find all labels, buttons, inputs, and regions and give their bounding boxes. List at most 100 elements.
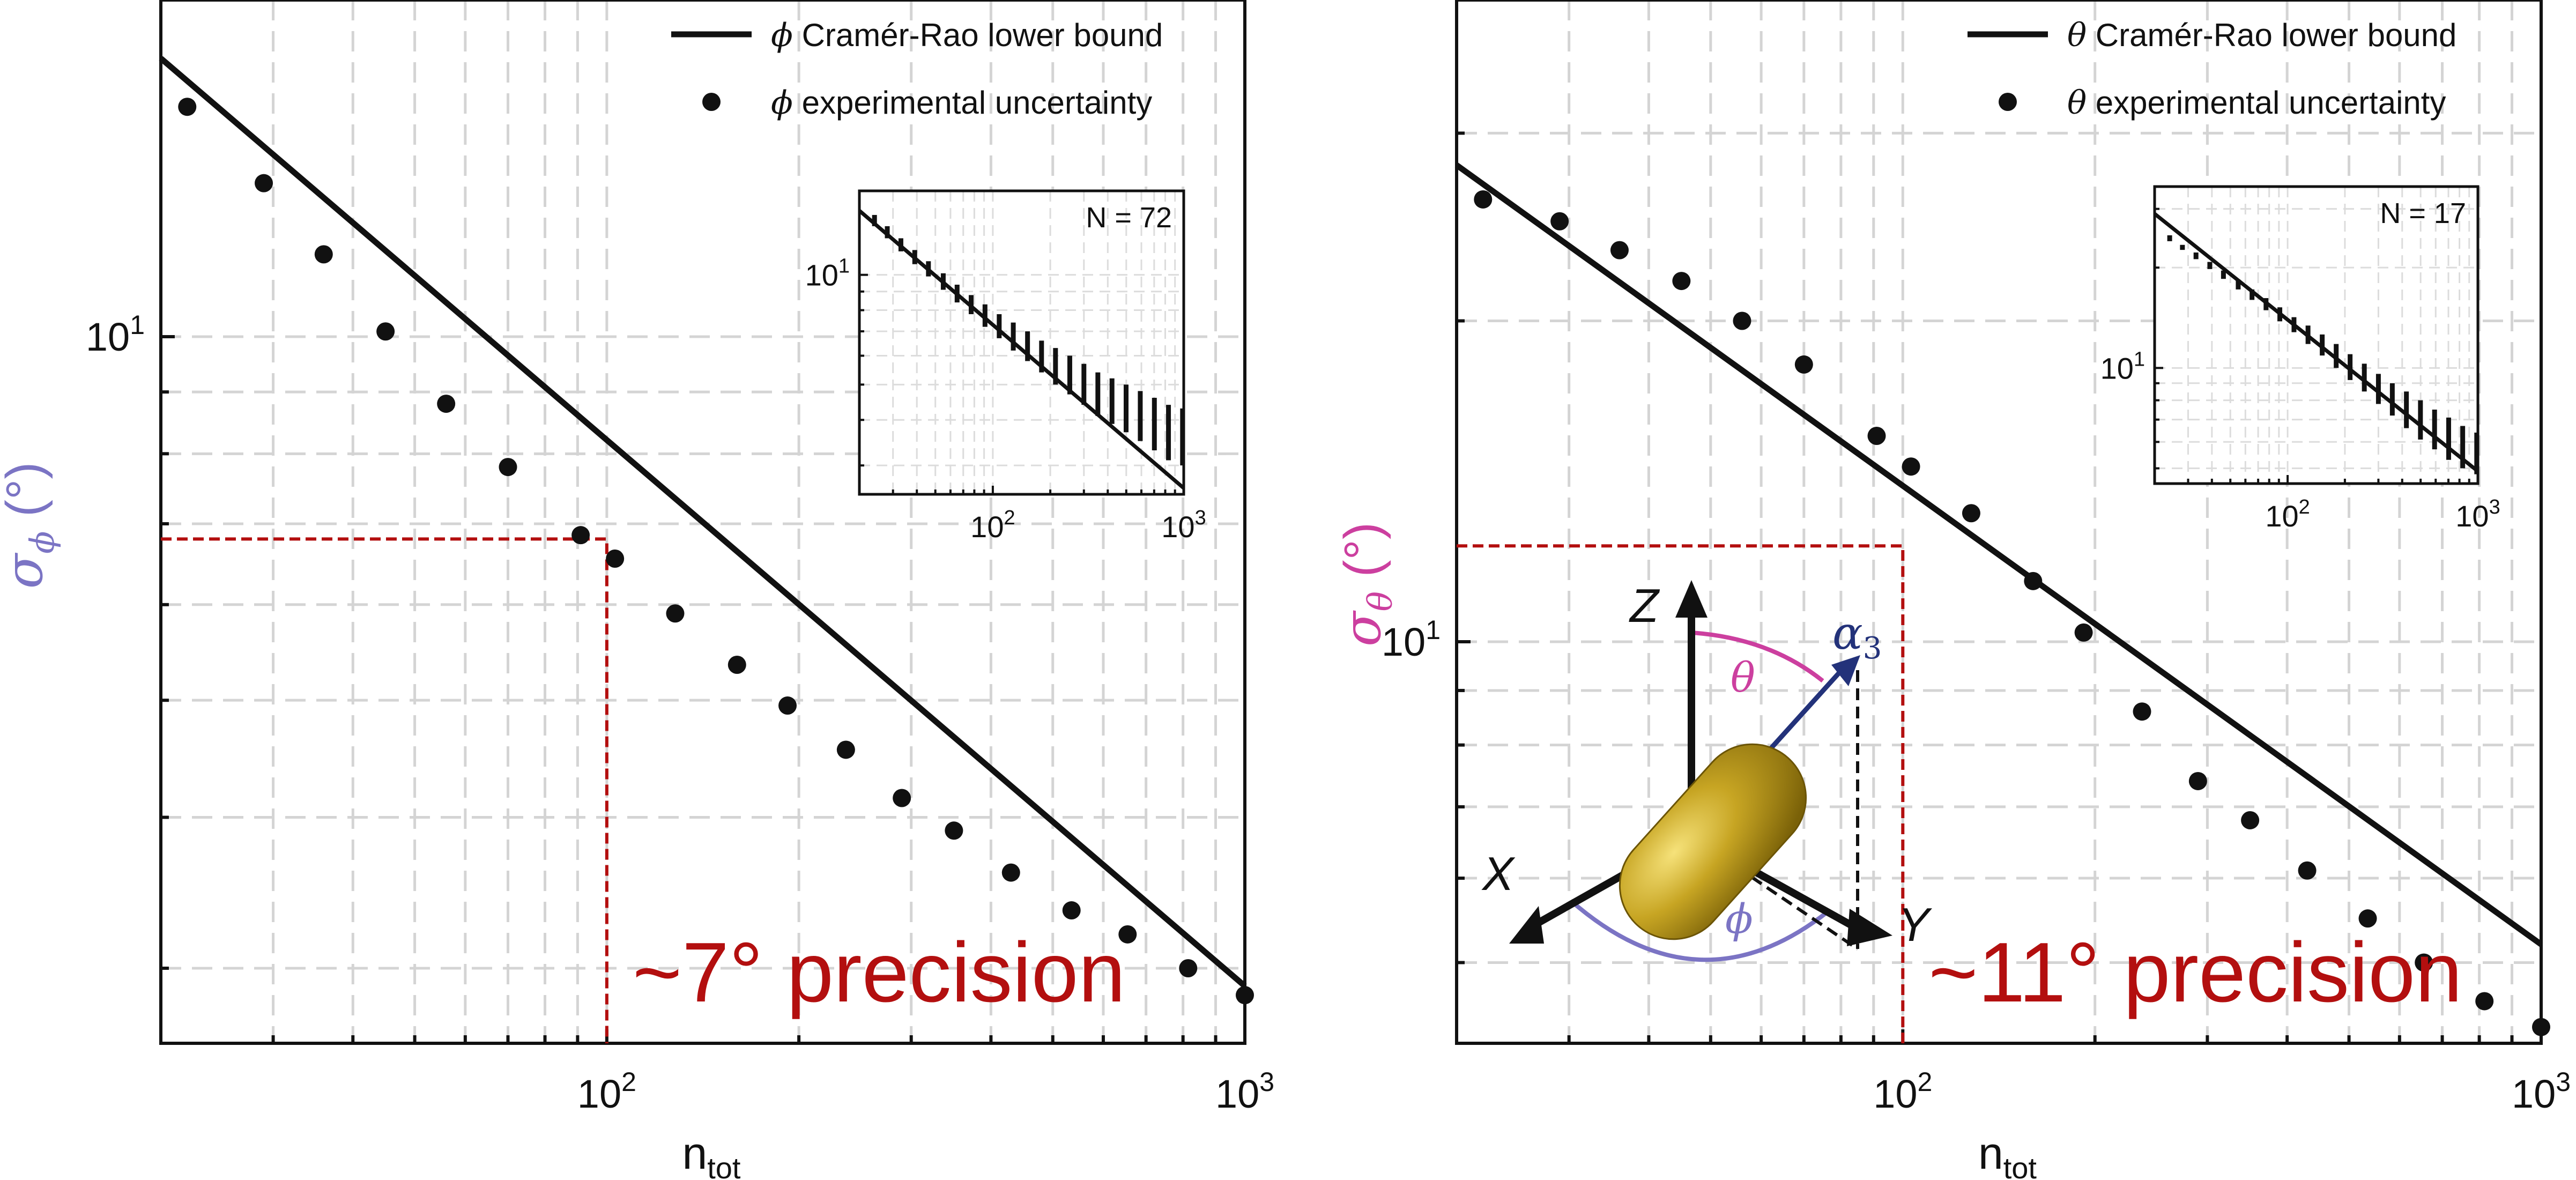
experimental-point xyxy=(1474,190,1493,209)
experimental-point xyxy=(2188,771,2207,790)
inset-x-tick-label-base: 10 xyxy=(2455,499,2489,533)
inset-background xyxy=(2155,187,2478,484)
precision-annotation: ~11° precision xyxy=(1928,925,2462,1020)
y-axis-label-unit: (°) xyxy=(0,462,53,517)
inset-x-tick-label: 103 xyxy=(2455,496,2500,533)
y-axis-label: σϕ (°) xyxy=(0,462,62,589)
legend-dot-swatch xyxy=(702,93,721,111)
plot-frame xyxy=(159,0,1246,1045)
x-tick-label-base: 10 xyxy=(1215,1072,1259,1116)
y-axis-label-unit: (°) xyxy=(1334,522,1391,577)
x-tick-label-base: 10 xyxy=(1873,1072,1917,1116)
x-axis-label-main: n xyxy=(1978,1128,2003,1178)
x-axis-label-sub: tot xyxy=(707,1151,741,1180)
x-tick-label-exp: 2 xyxy=(1918,1067,1933,1097)
theta-label: θ xyxy=(1731,654,1755,701)
legend-text: Cramér-Rao lower bound xyxy=(793,17,1163,53)
inset-x-tick-label-exp: 2 xyxy=(2299,496,2310,518)
legend-label: ϕ experimental uncertainty xyxy=(771,84,1152,122)
inset-x-tick-label-base: 10 xyxy=(2265,499,2298,533)
experimental-point xyxy=(1001,863,1020,882)
legend-symbol: θ xyxy=(2067,84,2087,122)
x-axis-label: ntot xyxy=(1978,1128,2037,1180)
experimental-point xyxy=(1794,355,1813,374)
experimental-point xyxy=(437,395,456,413)
legend-text: Cramér-Rao lower bound xyxy=(2087,17,2456,53)
experimental-point xyxy=(2415,953,2433,972)
x-axis-label-sub: tot xyxy=(2003,1151,2037,1180)
experimental-point xyxy=(2074,623,2093,642)
experimental-point xyxy=(499,458,517,477)
legend-symbol: ϕ xyxy=(771,17,793,54)
inset-y-tick-label-base: 10 xyxy=(805,258,838,292)
experimental-point xyxy=(1236,986,1254,1005)
experimental-point xyxy=(2358,909,2377,928)
experimental-point xyxy=(2133,702,2151,721)
experimental-point xyxy=(2532,1018,2550,1036)
x-axis-label-main: n xyxy=(682,1128,708,1178)
y-axis-arrowhead xyxy=(1847,909,1892,946)
experimental-point xyxy=(606,549,625,568)
x-tick-label-exp: 3 xyxy=(2556,1067,2571,1097)
x-tick-label-base: 10 xyxy=(577,1072,621,1116)
orientation-schematic xyxy=(1509,580,1892,962)
experimental-point xyxy=(178,98,197,116)
experimental-point xyxy=(666,604,685,623)
y-tick-label-base: 10 xyxy=(86,315,130,359)
x-tick-label: 103 xyxy=(1215,1067,1274,1116)
x-tick-label: 102 xyxy=(1873,1067,1932,1116)
inset-label: N = 17 xyxy=(2380,197,2466,229)
experimental-point xyxy=(1867,427,1886,446)
experimental-point xyxy=(1118,925,1137,944)
x-axis-letter: X xyxy=(1481,847,1516,900)
experimental-point xyxy=(727,655,746,674)
inset-x-tick-label-exp: 3 xyxy=(2489,496,2500,518)
inset-y-tick-label: 101 xyxy=(805,255,850,292)
experimental-point xyxy=(2475,992,2494,1011)
gold-nanorod xyxy=(1619,743,1807,940)
inset-x-tick-label-base: 10 xyxy=(1161,510,1194,544)
y-tick-label: 101 xyxy=(86,310,145,359)
inset-panel xyxy=(858,189,1185,496)
legend-text: experimental uncertainty xyxy=(2087,85,2446,121)
experimental-point xyxy=(945,821,963,840)
experimental-point xyxy=(1550,212,1569,231)
grid-layer xyxy=(161,0,2541,1043)
experimental-point xyxy=(1962,504,1980,523)
x-tick-label-exp: 3 xyxy=(1259,1067,1274,1097)
y-axis-label-space xyxy=(0,517,53,531)
plot-frame xyxy=(1455,0,2543,1045)
precision-annotation: ~7° precision xyxy=(633,925,1126,1020)
precision-guide xyxy=(161,537,608,1043)
legend: ϕ Cramér-Rao lower bound ϕ experimental u… xyxy=(671,17,1163,122)
experimental-point xyxy=(778,696,797,715)
y-tick-label-exp: 1 xyxy=(1426,615,1441,645)
inset-label: N = 72 xyxy=(1086,202,1172,234)
legend-symbol: θ xyxy=(2067,17,2087,54)
y-tick-label-exp: 1 xyxy=(130,310,145,340)
y-axis-label-main: σ xyxy=(0,552,54,589)
y-axis-label-main: σ xyxy=(1332,610,1392,647)
y-axis-label: σθ (°) xyxy=(1332,522,1400,647)
experimental-point xyxy=(1610,241,1629,259)
cramer-rao-line xyxy=(159,56,1247,989)
legend-symbol: ϕ xyxy=(771,84,793,122)
experimental-point xyxy=(1902,457,1920,476)
experimental-point xyxy=(1179,959,1198,977)
y-axis-label-sub: θ xyxy=(1361,591,1400,611)
x-tick-label: 102 xyxy=(577,1067,636,1116)
x-tick-label-exp: 2 xyxy=(621,1067,636,1097)
x-tick-label: 103 xyxy=(2512,1067,2571,1116)
cramer-rao-line xyxy=(1454,162,2543,947)
y-axis-label-sub: ϕ xyxy=(23,531,62,554)
inset-x-tick-label-exp: 2 xyxy=(1004,507,1015,529)
alpha3-label: α3 xyxy=(1832,607,1882,666)
experimental-point xyxy=(255,174,273,192)
phi-label: ϕ xyxy=(1725,895,1753,942)
y-axis-letter: Y xyxy=(1898,898,1932,951)
inset-x-tick-label: 102 xyxy=(2265,496,2310,533)
panel-1 xyxy=(159,0,1254,1045)
x-axis-label: ntot xyxy=(682,1128,741,1180)
